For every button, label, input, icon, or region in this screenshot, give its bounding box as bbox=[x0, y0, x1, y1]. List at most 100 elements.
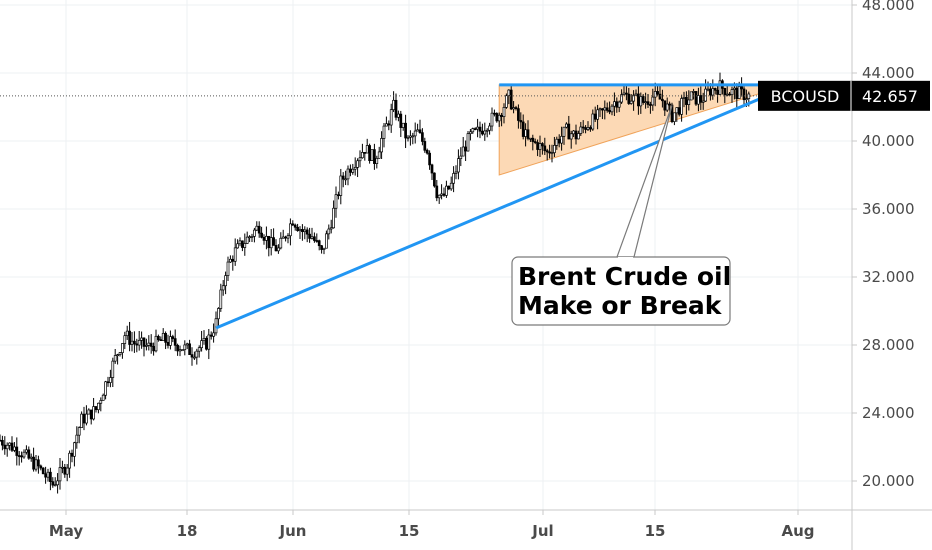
candle-body bbox=[89, 409, 93, 420]
candle-body bbox=[622, 92, 626, 95]
candle-body bbox=[557, 138, 561, 144]
candle-body bbox=[269, 237, 273, 249]
candle-body bbox=[533, 141, 537, 143]
candle-body bbox=[553, 145, 556, 154]
candle-body bbox=[289, 223, 292, 237]
candle-body bbox=[310, 236, 314, 239]
candle-body bbox=[538, 143, 542, 150]
candle-body bbox=[56, 480, 59, 486]
candle-body bbox=[613, 101, 616, 107]
candle-body bbox=[65, 467, 69, 475]
candle-body bbox=[406, 136, 410, 139]
candle-body bbox=[128, 330, 131, 345]
candle-body bbox=[680, 98, 683, 115]
candle-body bbox=[692, 91, 695, 93]
candle-body bbox=[543, 145, 547, 152]
candle-body bbox=[665, 103, 669, 111]
candle-body bbox=[382, 125, 386, 139]
candle-body bbox=[694, 91, 698, 105]
candle-body bbox=[421, 132, 424, 142]
candle-body bbox=[41, 467, 45, 475]
candle-body bbox=[740, 86, 743, 90]
candle-body bbox=[610, 105, 614, 113]
candle-body bbox=[483, 130, 487, 135]
candle-body bbox=[97, 402, 100, 411]
x-tick-label: May bbox=[49, 522, 84, 540]
candle-body bbox=[555, 138, 559, 146]
candle-body bbox=[521, 121, 525, 137]
candle-body bbox=[466, 133, 470, 152]
candle-body bbox=[195, 350, 199, 358]
candle-body bbox=[656, 91, 659, 95]
candle-body bbox=[39, 465, 43, 469]
candle-body bbox=[629, 100, 633, 104]
candle-body bbox=[529, 137, 532, 140]
candle-body bbox=[233, 247, 237, 262]
candle-body bbox=[75, 434, 79, 444]
candle-body bbox=[730, 89, 734, 95]
candle-body bbox=[634, 93, 638, 96]
candle-body bbox=[291, 223, 295, 226]
candle-body bbox=[229, 258, 232, 263]
candle-body bbox=[13, 446, 16, 451]
candle-body bbox=[401, 122, 405, 128]
candle-body bbox=[181, 349, 184, 352]
x-tick-label: 15 bbox=[645, 522, 666, 540]
candle-body bbox=[207, 334, 211, 350]
candle-body bbox=[51, 481, 55, 486]
candle-body bbox=[649, 104, 652, 106]
candle-body bbox=[632, 94, 635, 102]
candle-body bbox=[596, 109, 599, 120]
candle-body bbox=[133, 340, 136, 345]
candle-body bbox=[639, 96, 643, 107]
candle-body bbox=[589, 127, 592, 130]
candle-body bbox=[125, 330, 129, 337]
candle-body bbox=[245, 236, 249, 244]
candle-body bbox=[620, 94, 623, 103]
candle-body bbox=[61, 466, 64, 469]
candle-body bbox=[82, 413, 86, 424]
candle-body bbox=[449, 182, 453, 190]
candle-body bbox=[663, 100, 667, 111]
candle-body bbox=[106, 381, 110, 384]
candle-body bbox=[567, 123, 571, 140]
candle-body bbox=[464, 146, 467, 152]
candle-body bbox=[308, 233, 311, 239]
candle-body bbox=[286, 235, 290, 239]
candle-body bbox=[188, 343, 191, 355]
candle-body bbox=[329, 227, 333, 230]
candle-body bbox=[646, 101, 650, 105]
candle-body bbox=[699, 95, 703, 103]
candle-body bbox=[392, 99, 395, 111]
candle-body bbox=[353, 167, 357, 170]
candle-body bbox=[473, 128, 477, 130]
grid-lines bbox=[0, 0, 852, 510]
candle-body bbox=[452, 173, 455, 184]
candle-body bbox=[173, 338, 177, 346]
candle-body bbox=[365, 145, 369, 154]
candle-body bbox=[118, 352, 122, 356]
candle-body bbox=[701, 100, 705, 103]
candle-body bbox=[226, 261, 230, 276]
support-trendline bbox=[215, 92, 774, 330]
candle-body bbox=[509, 89, 513, 110]
candle-body bbox=[502, 106, 506, 117]
candle-body bbox=[565, 123, 568, 128]
x-tick-label: Jun bbox=[279, 522, 307, 540]
candle-body bbox=[682, 96, 686, 99]
candle-body bbox=[591, 113, 595, 130]
candle-body bbox=[593, 113, 597, 120]
candle-body bbox=[572, 130, 575, 135]
candle-body bbox=[497, 114, 501, 122]
candle-body bbox=[507, 89, 511, 97]
y-tick-label: 44.000 bbox=[862, 64, 915, 82]
candle-body bbox=[485, 129, 489, 132]
x-tick-label: Aug bbox=[781, 522, 814, 540]
candle-body bbox=[735, 87, 739, 99]
candle-body bbox=[373, 149, 376, 164]
candle-body bbox=[394, 99, 398, 118]
candle-body bbox=[341, 175, 345, 180]
candle-body bbox=[737, 86, 741, 99]
candle-body bbox=[123, 335, 127, 344]
candle-body bbox=[262, 236, 266, 241]
